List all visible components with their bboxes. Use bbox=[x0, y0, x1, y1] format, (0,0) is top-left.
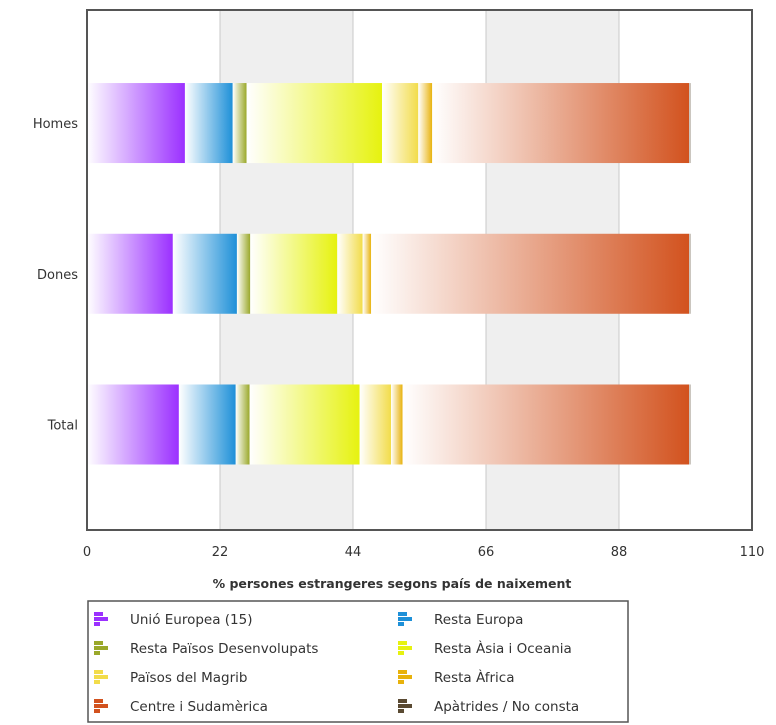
legend-swatch-icon bbox=[94, 612, 108, 626]
bar-segment-paisos-del-magrib bbox=[382, 83, 419, 164]
bar-segment-resta-africa bbox=[391, 384, 403, 465]
bar-segment-apatrides-no-consta bbox=[689, 384, 691, 465]
bar-segment-unio-europea-15 bbox=[87, 233, 173, 314]
legend-item: Resta Àsia i Oceania bbox=[398, 640, 572, 657]
legend-label: Resta Àsia i Oceania bbox=[434, 640, 572, 657]
category-label: Dones bbox=[37, 268, 78, 283]
bar-segment-resta-europa bbox=[172, 233, 237, 314]
legend-label: Resta Àfrica bbox=[434, 669, 514, 686]
bar-segment-paisos-del-magrib bbox=[337, 233, 363, 314]
x-tick-label: 88 bbox=[611, 545, 628, 560]
legend-swatch-icon bbox=[398, 670, 412, 684]
legend-swatch-icon bbox=[398, 641, 412, 655]
plot-frame bbox=[86, 9, 753, 531]
legend-item: Països del Magrib bbox=[94, 670, 247, 686]
legend-swatch-icon bbox=[398, 699, 412, 713]
bar-segment-centre-i-sudamerica bbox=[402, 384, 690, 465]
legend-swatch-icon bbox=[398, 612, 412, 626]
bar-segment-apatrides-no-consta bbox=[689, 233, 691, 314]
legend-label: Centre i Sudamèrica bbox=[130, 699, 268, 715]
x-axis-ticks: 0 22 44 66 88 110 bbox=[83, 545, 765, 560]
bar-segment-resta-asia-i-oceania bbox=[250, 233, 338, 314]
legend-swatch-icon bbox=[94, 670, 108, 684]
legend-item: Apàtrides / No consta bbox=[398, 699, 579, 715]
x-tick-label: 66 bbox=[478, 545, 495, 560]
legend-label: Resta Europa bbox=[434, 612, 523, 628]
legend-item: Resta Europa bbox=[398, 612, 523, 628]
category-label: Homes bbox=[33, 117, 78, 132]
legend-item: Resta Països Desenvolupats bbox=[94, 641, 318, 657]
x-tick-label: 22 bbox=[212, 545, 229, 560]
bar-segment-resta-africa bbox=[418, 83, 433, 164]
bar-segment-resta-europa bbox=[178, 384, 236, 465]
y-axis-categories: Homes Dones Total bbox=[33, 117, 78, 433]
legend-label: Resta Països Desenvolupats bbox=[130, 641, 318, 657]
x-axis-title: % persones estrangeres segons país de na… bbox=[213, 576, 572, 591]
legend-item: Unió Europea (15) bbox=[94, 612, 253, 628]
bar-segment-paisos-del-magrib bbox=[359, 384, 392, 465]
bar-segment-centre-i-sudamerica bbox=[432, 83, 690, 164]
bar-segment-unio-europea-15 bbox=[87, 384, 179, 465]
bar-segment-resta-europa bbox=[184, 83, 233, 164]
legend-item: Resta Àfrica bbox=[398, 669, 514, 686]
bar-segment-apatrides-no-consta bbox=[689, 83, 691, 164]
bar-segment-centre-i-sudamerica bbox=[371, 233, 690, 314]
legend-box bbox=[87, 600, 629, 723]
legend-label: Apàtrides / No consta bbox=[434, 699, 579, 715]
bars bbox=[87, 83, 691, 465]
legend-item: Centre i Sudamèrica bbox=[94, 699, 268, 715]
legend-label: Unió Europea (15) bbox=[130, 612, 253, 628]
bar-segment-resta-paisos-desenvolupats bbox=[232, 83, 247, 164]
bar-segment-resta-paisos-desenvolupats bbox=[235, 384, 250, 465]
legend-label: Països del Magrib bbox=[130, 670, 247, 686]
legend-swatch-icon bbox=[94, 641, 108, 655]
bar-segment-resta-asia-i-oceania bbox=[249, 384, 360, 465]
category-label: Total bbox=[47, 418, 78, 433]
bar-segment-resta-africa bbox=[362, 233, 372, 314]
legend: Unió Europea (15) Resta Europa Resta Païso… bbox=[94, 612, 579, 715]
bar-segment-unio-europea-15 bbox=[87, 83, 185, 164]
x-tick-label: 110 bbox=[740, 545, 765, 560]
x-tick-label: 44 bbox=[345, 545, 362, 560]
bar-segment-resta-asia-i-oceania bbox=[246, 83, 383, 164]
x-tick-label: 0 bbox=[83, 545, 91, 560]
legend-swatch-icon bbox=[94, 699, 108, 713]
bar-segment-resta-paisos-desenvolupats bbox=[236, 233, 251, 314]
